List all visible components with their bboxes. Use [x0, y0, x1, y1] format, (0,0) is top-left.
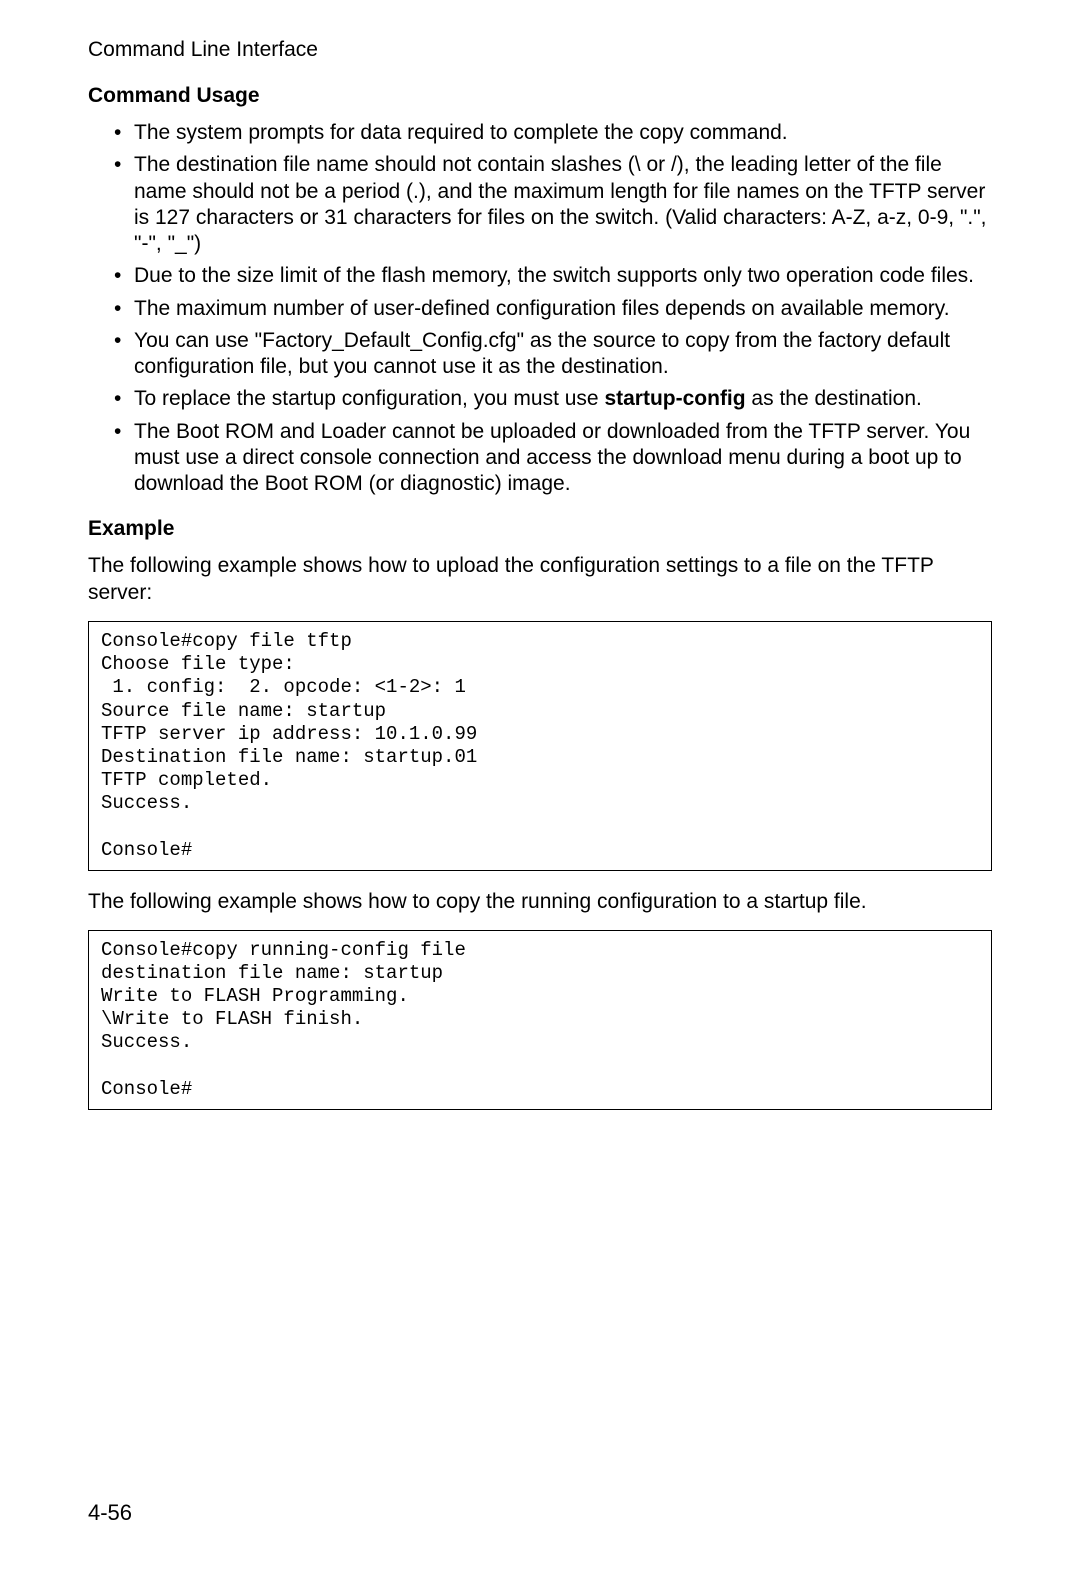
usage-bullet-list: The system prompts for data required to … [88, 120, 992, 497]
list-item: The Boot ROM and Loader cannot be upload… [114, 419, 992, 498]
code-block-2: Console#copy running-config file destina… [88, 930, 992, 1110]
list-item: The system prompts for data required to … [114, 120, 992, 146]
list-item: The destination file name should not con… [114, 152, 992, 257]
page-container: Command Line Interface Command Usage The… [0, 0, 1080, 1570]
list-item-text-bold: startup-config [604, 387, 745, 410]
list-item-text-post: as the destination. [746, 387, 922, 410]
command-usage-heading: Command Usage [88, 84, 992, 108]
list-item-text-pre: To replace the startup configuration, yo… [134, 387, 604, 410]
list-item: The maximum number of user-defined confi… [114, 296, 992, 322]
list-item: You can use "Factory_Default_Config.cfg"… [114, 328, 992, 381]
example-heading: Example [88, 517, 992, 541]
example-intro-1: The following example shows how to uploa… [88, 553, 992, 607]
page-header: Command Line Interface [88, 38, 992, 62]
list-item: Due to the size limit of the flash memor… [114, 263, 992, 289]
list-item: To replace the startup configuration, yo… [114, 386, 992, 412]
code-block-1: Console#copy file tftp Choose file type:… [88, 621, 992, 871]
page-number: 4-56 [88, 1500, 132, 1526]
example-intro-2: The following example shows how to copy … [88, 889, 992, 916]
